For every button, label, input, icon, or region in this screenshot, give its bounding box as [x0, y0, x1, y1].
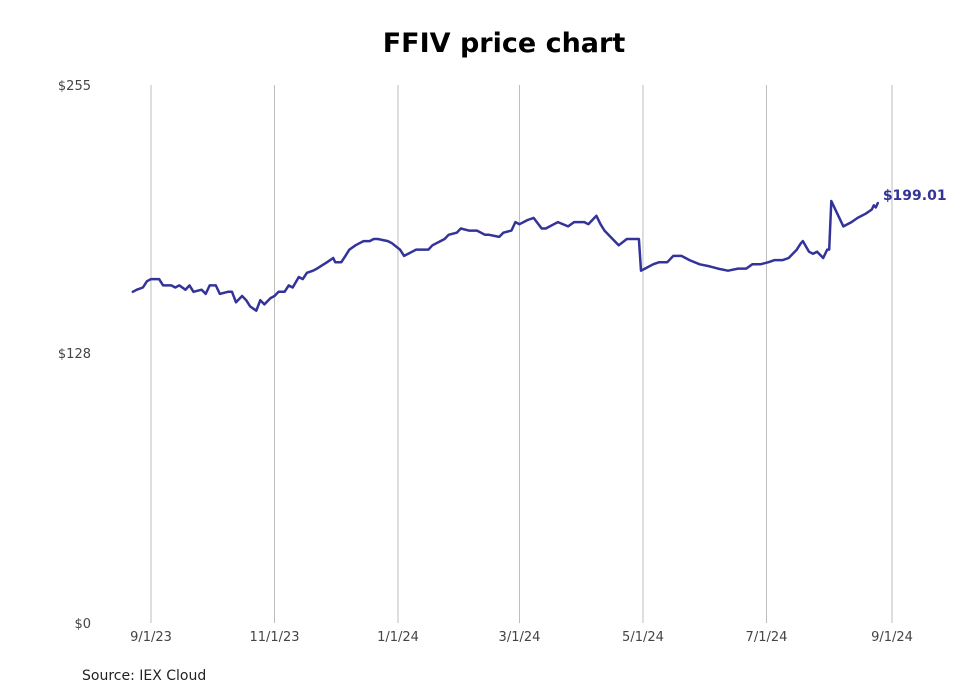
- y-tick-label: $128: [58, 347, 91, 362]
- grid-lines: [150, 85, 893, 623]
- y-axis-ticks: $0 $128 $255: [58, 79, 91, 632]
- x-tick-label: 11/1/23: [249, 630, 299, 645]
- x-tick-label: 3/1/24: [499, 630, 541, 645]
- series-layer: $199.01: [131, 188, 947, 312]
- y-tick-label: $255: [58, 79, 91, 94]
- x-tick-label: 9/1/24: [871, 630, 913, 645]
- x-axis-ticks: 9/1/23 11/1/23 1/1/24 3/1/24 5/1/24 7/1/24 9/1…: [130, 630, 913, 645]
- x-tick-label: 7/1/24: [746, 630, 788, 645]
- y-tick-label: $0: [74, 617, 91, 632]
- x-tick-label: 5/1/24: [622, 630, 664, 645]
- chart-title: FFIV price chart: [382, 28, 626, 59]
- x-tick-label: 1/1/24: [377, 630, 419, 645]
- end-price-label: $199.01: [883, 188, 947, 204]
- x-tick-label: 9/1/23: [130, 630, 172, 645]
- source-note: Source: IEX Cloud: [82, 668, 207, 684]
- price-line: [131, 199, 880, 312]
